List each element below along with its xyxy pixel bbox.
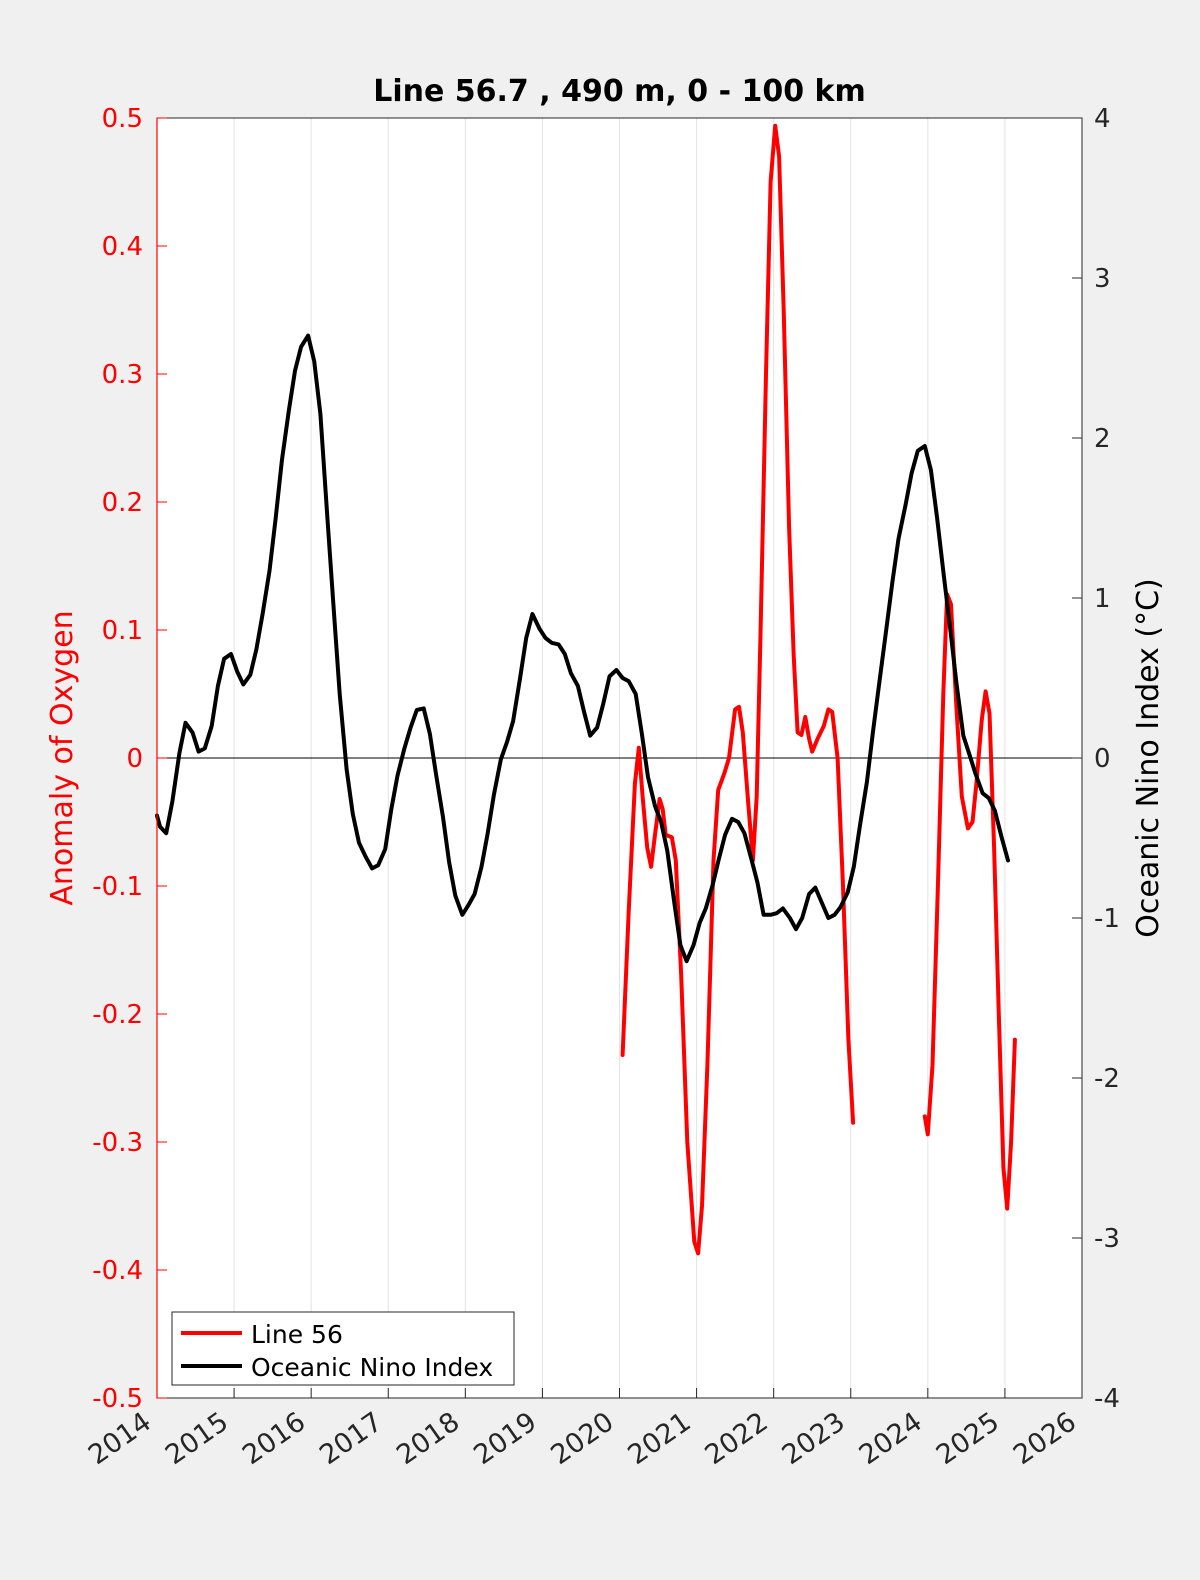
legend-label-line56: Line 56 xyxy=(251,1320,343,1349)
y-tick-label-right: -1 xyxy=(1094,904,1120,934)
y-tick-label-left: 0.3 xyxy=(102,360,143,390)
y-tick-label-right: 1 xyxy=(1094,584,1111,614)
series-layer xyxy=(155,123,1017,1256)
series-line-line56 xyxy=(922,592,1017,1211)
y-tick-label-right: -3 xyxy=(1094,1224,1120,1254)
y-tick-label-left: -0.2 xyxy=(92,1000,143,1030)
y-axis-label-left: Anomaly of Oxygen xyxy=(45,610,80,905)
y-tick-label-right: -4 xyxy=(1094,1384,1120,1414)
series-line-oni xyxy=(155,333,1010,964)
y-tick-label-left: -0.4 xyxy=(92,1256,143,1286)
y-tick-label-left: -0.5 xyxy=(92,1384,143,1414)
chart-title: Line 56.7 , 490 m, 0 - 100 km xyxy=(373,74,866,109)
y-tick-label-right: 2 xyxy=(1094,424,1111,454)
y-tick-label-right: 4 xyxy=(1094,104,1111,134)
legend-box xyxy=(171,1311,515,1386)
series-line-line56 xyxy=(620,123,856,1256)
y-tick-label-left: 0.4 xyxy=(102,232,143,262)
y-tick-label-left: 0.5 xyxy=(102,104,143,134)
y-axis-label-right: Oceanic Nino Index (°C) xyxy=(1131,578,1166,938)
y-tick-label-left: 0.1 xyxy=(102,616,143,646)
y-tick-label-left: -0.3 xyxy=(92,1128,143,1158)
legend: Line 56 Oceanic Nino Index xyxy=(171,1311,515,1386)
y-tick-label-right: 0 xyxy=(1094,744,1111,774)
y-tick-label-left: -0.1 xyxy=(92,872,143,902)
y-tick-label-right: -2 xyxy=(1094,1064,1120,1094)
y-tick-label-left: 0.2 xyxy=(102,488,143,518)
y-tick-label-left: 0 xyxy=(126,744,143,774)
y-tick-label-right: 3 xyxy=(1094,264,1111,294)
legend-label-oni: Oceanic Nino Index xyxy=(251,1353,493,1382)
